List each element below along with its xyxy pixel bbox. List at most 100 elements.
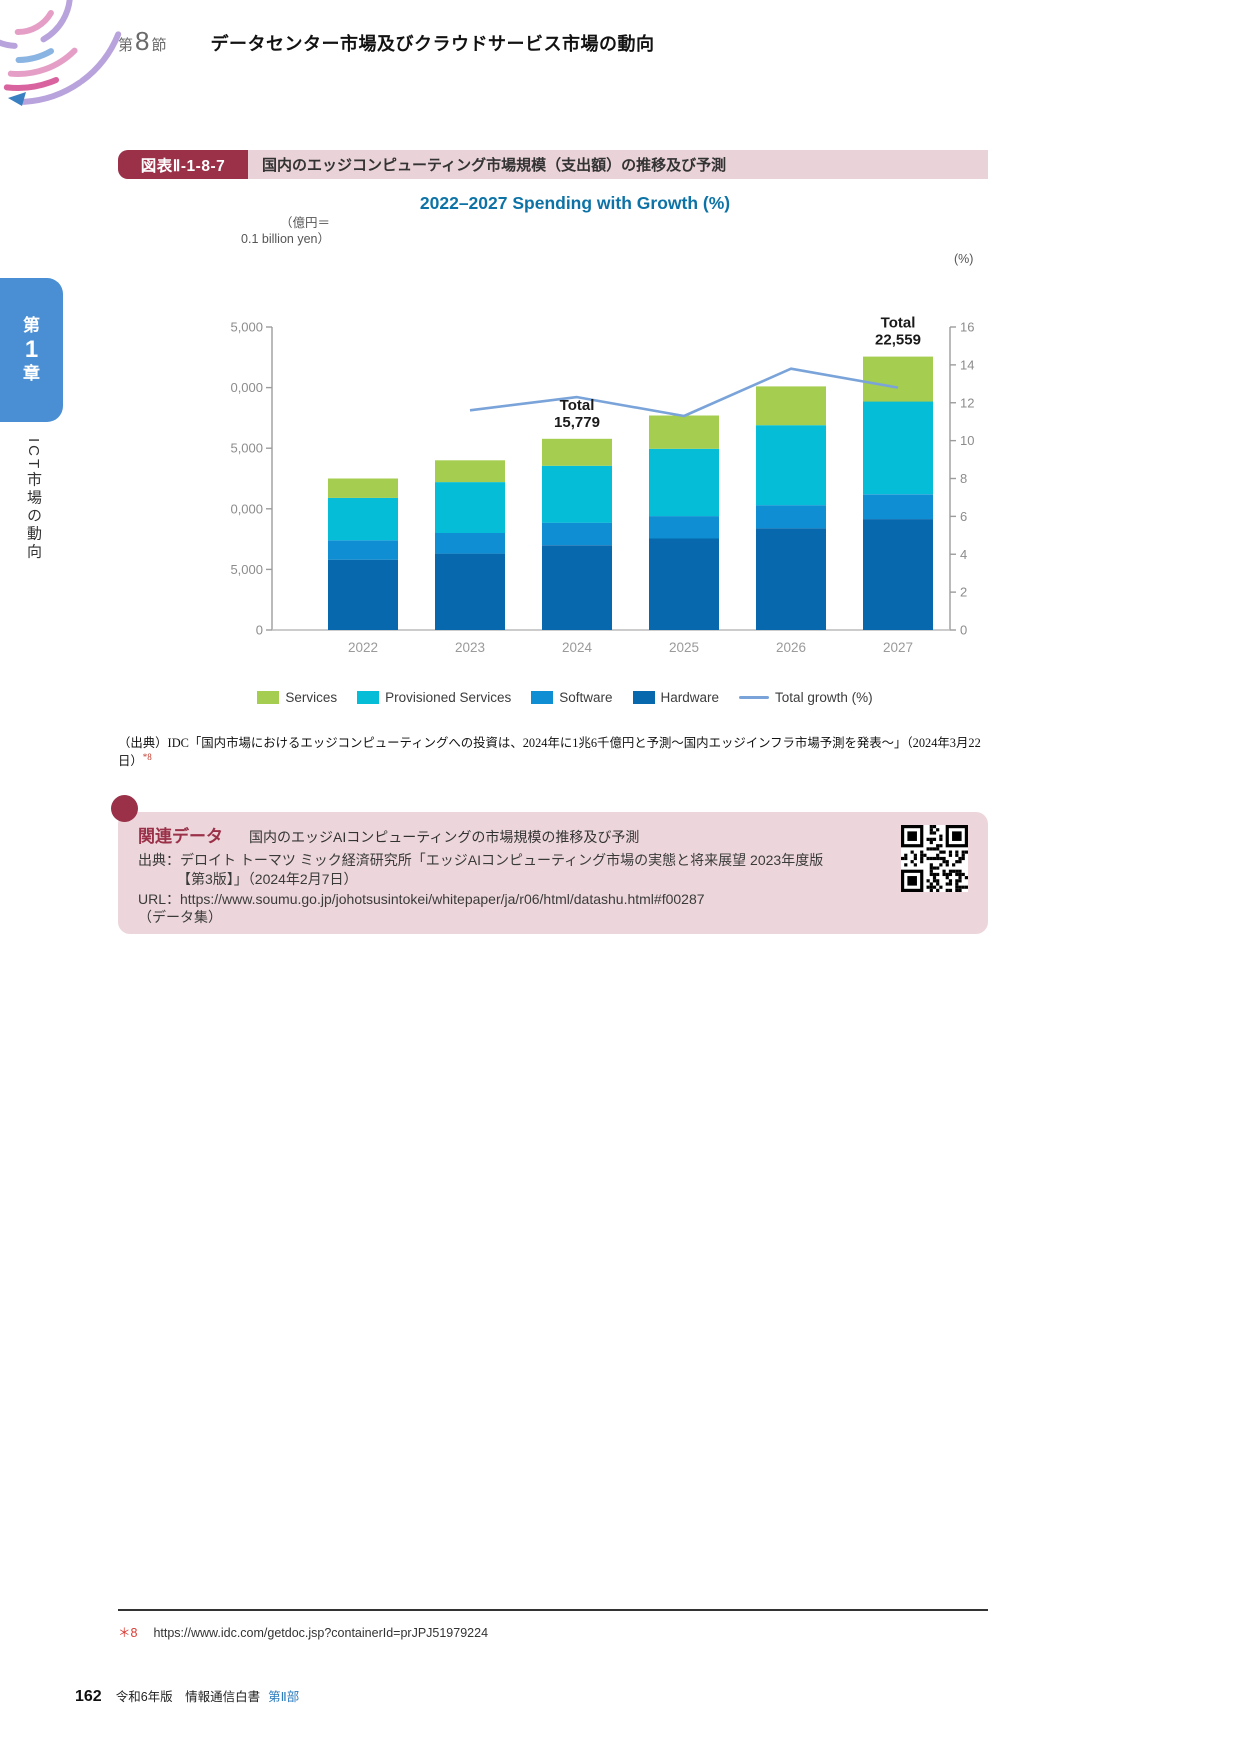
- chapter-tab-line: 第: [23, 315, 40, 335]
- legend-label: Total growth (%): [775, 690, 873, 705]
- bar-segment-services: [863, 356, 933, 402]
- total-value: 15,779: [554, 414, 600, 431]
- footnote-url[interactable]: https://www.idc.com/getdoc.jsp?container…: [153, 1626, 489, 1640]
- bar-segment-hardware: [756, 528, 826, 630]
- legend-swatch: [257, 691, 280, 704]
- bar-segment-hardware: [649, 538, 719, 630]
- related-data-source-line2: 【第3版】」（2024年2月7日）: [177, 870, 358, 887]
- right-axis-tick: 6: [960, 509, 967, 524]
- x-axis-label: 2026: [776, 640, 806, 655]
- chapter-tab-line: 章: [23, 364, 40, 384]
- x-axis-label: 2025: [669, 640, 699, 655]
- figure-badge: 図表Ⅱ-1-8-7: [118, 150, 248, 179]
- section-title: データセンター市場及びクラウドサービス市場の動向: [210, 34, 655, 54]
- footer-edition: 令和6年版 情報通信白書: [115, 1690, 261, 1704]
- related-data-bullet: [111, 795, 138, 822]
- left-axis-tick: 20,000: [230, 380, 263, 395]
- right-axis-tick: 4: [960, 547, 967, 562]
- page-footer: 162 令和6年版 情報通信白書 第Ⅱ部: [75, 1686, 299, 1706]
- bar-segment-software: [649, 516, 719, 539]
- footnote: ＊8 https://www.idc.com/getdoc.jsp?contai…: [118, 1622, 488, 1641]
- related-data-label: 関連データ: [138, 827, 223, 846]
- page-number: 162: [75, 1688, 102, 1705]
- left-axis-tick: 10,000: [230, 501, 263, 516]
- bar-segment-software: [435, 533, 505, 554]
- total-label: Total: [881, 315, 916, 332]
- left-axis-unit: （億円＝: [280, 216, 330, 230]
- chapter-tab-line: 1: [24, 335, 39, 363]
- figure-source: （出典）IDC「国内市場におけるエッジコンピューティングへの投資は、2024年に…: [118, 733, 990, 769]
- total-label: Total: [560, 397, 595, 414]
- legend-label: Provisioned Services: [385, 690, 512, 705]
- legend-swatch: [531, 691, 554, 704]
- bar-segment-software: [328, 540, 398, 560]
- total-growth-line: [469, 367, 899, 418]
- legend-item-software: Software: [531, 690, 613, 705]
- figure-title-bar: 図表Ⅱ-1-8-7 国内のエッジコンピューティング市場規模（支出額）の推移及び予…: [118, 150, 988, 179]
- right-axis-tick: 14: [960, 357, 974, 372]
- legend-swatch: [357, 691, 380, 704]
- left-axis-tick: 0: [256, 623, 263, 638]
- right-axis-tick: 0: [960, 623, 967, 638]
- legend-item-total-growth-: Total growth (%): [739, 690, 873, 705]
- x-axis-label: 2027: [883, 640, 913, 655]
- section-number-label: 第 8 節: [118, 26, 167, 57]
- total-value: 22,559: [875, 332, 921, 349]
- bar-segment-services: [542, 438, 612, 466]
- bar-segment-hardware: [863, 519, 933, 630]
- sidebar-chapter-tab: 第 1 章: [0, 278, 63, 422]
- bar-segment-services: [756, 386, 826, 426]
- right-axis-tick: 2: [960, 585, 967, 600]
- bar-segment-provisioned-services: [863, 401, 933, 495]
- left-axis-tick: 15,000: [230, 441, 263, 456]
- footnote-reference: *8: [142, 751, 152, 762]
- x-axis-label: 2024: [562, 640, 593, 655]
- bar-segment-provisioned-services: [649, 448, 719, 517]
- legend-label: Hardware: [660, 690, 720, 705]
- section-suffix: 節: [151, 37, 167, 54]
- bar-segment-provisioned-services: [435, 482, 505, 533]
- bar-segment-provisioned-services: [328, 497, 398, 541]
- figure-source-text: （出典）IDC「国内市場におけるエッジコンピューティングへの投資は、2024年に…: [118, 736, 981, 768]
- related-data-source: 出典：デロイト トーマツ ミック経済研究所「エッジAIコンピューティング市場の実…: [138, 851, 823, 888]
- legend-item-provisioned-services: Provisioned Services: [357, 690, 511, 705]
- bar-segment-hardware: [435, 553, 505, 630]
- legend-label: Services: [285, 690, 338, 705]
- left-axis-tick: 5,000: [230, 562, 263, 577]
- bar-segment-software: [542, 522, 612, 546]
- page-header: 第 8 節 データセンター市場及びクラウドサービス市場の動向: [118, 26, 655, 57]
- legend-item-services: Services: [257, 690, 337, 705]
- related-data-url[interactable]: URL：https://www.soumu.go.jp/johotsusinto…: [138, 891, 705, 907]
- right-axis-tick: 8: [960, 471, 967, 486]
- bar-segment-software: [756, 505, 826, 529]
- legend-swatch: [739, 696, 770, 699]
- sidebar-chapter-caption: ICT市場の動向: [25, 438, 42, 562]
- qr-code: [901, 825, 968, 892]
- bar-segment-provisioned-services: [756, 425, 826, 506]
- bar-segment-services: [649, 415, 719, 449]
- left-axis-unit: 0.1 billion yen）: [241, 232, 330, 246]
- right-axis-tick: 16: [960, 320, 974, 335]
- chart-legend: Services Provisioned Services Software Hard…: [170, 690, 960, 705]
- legend-swatch: [632, 691, 655, 704]
- left-axis-tick: 25,000: [230, 320, 263, 335]
- figure-title: 国内のエッジコンピューティング市場規模（支出額）の推移及び予測: [262, 157, 727, 174]
- bar-segment-hardware: [542, 545, 612, 630]
- bar-segment-software: [863, 494, 933, 520]
- x-axis-label: 2023: [455, 640, 485, 655]
- related-data-title: 国内のエッジAIコンピューティングの市場規模の推移及び予測: [249, 829, 640, 845]
- related-data-url-note: （データ集）: [138, 909, 222, 925]
- section-prefix: 第: [118, 37, 134, 54]
- legend-item-hardware: Hardware: [632, 690, 720, 705]
- bar-segment-services: [328, 478, 398, 498]
- right-axis-tick: 10: [960, 433, 974, 448]
- bar-segment-hardware: [328, 559, 398, 630]
- right-axis-unit: (%): [954, 252, 973, 266]
- edge-computing-market-chart: 2022–2027 Spending with Growth (%) （億円＝ 0.…: [230, 193, 974, 655]
- legend-label: Software: [559, 690, 613, 705]
- x-axis-label: 2022: [348, 640, 378, 655]
- bar-segment-provisioned-services: [542, 465, 612, 523]
- footnote-divider: [118, 1609, 988, 1611]
- bar-segment-services: [435, 460, 505, 483]
